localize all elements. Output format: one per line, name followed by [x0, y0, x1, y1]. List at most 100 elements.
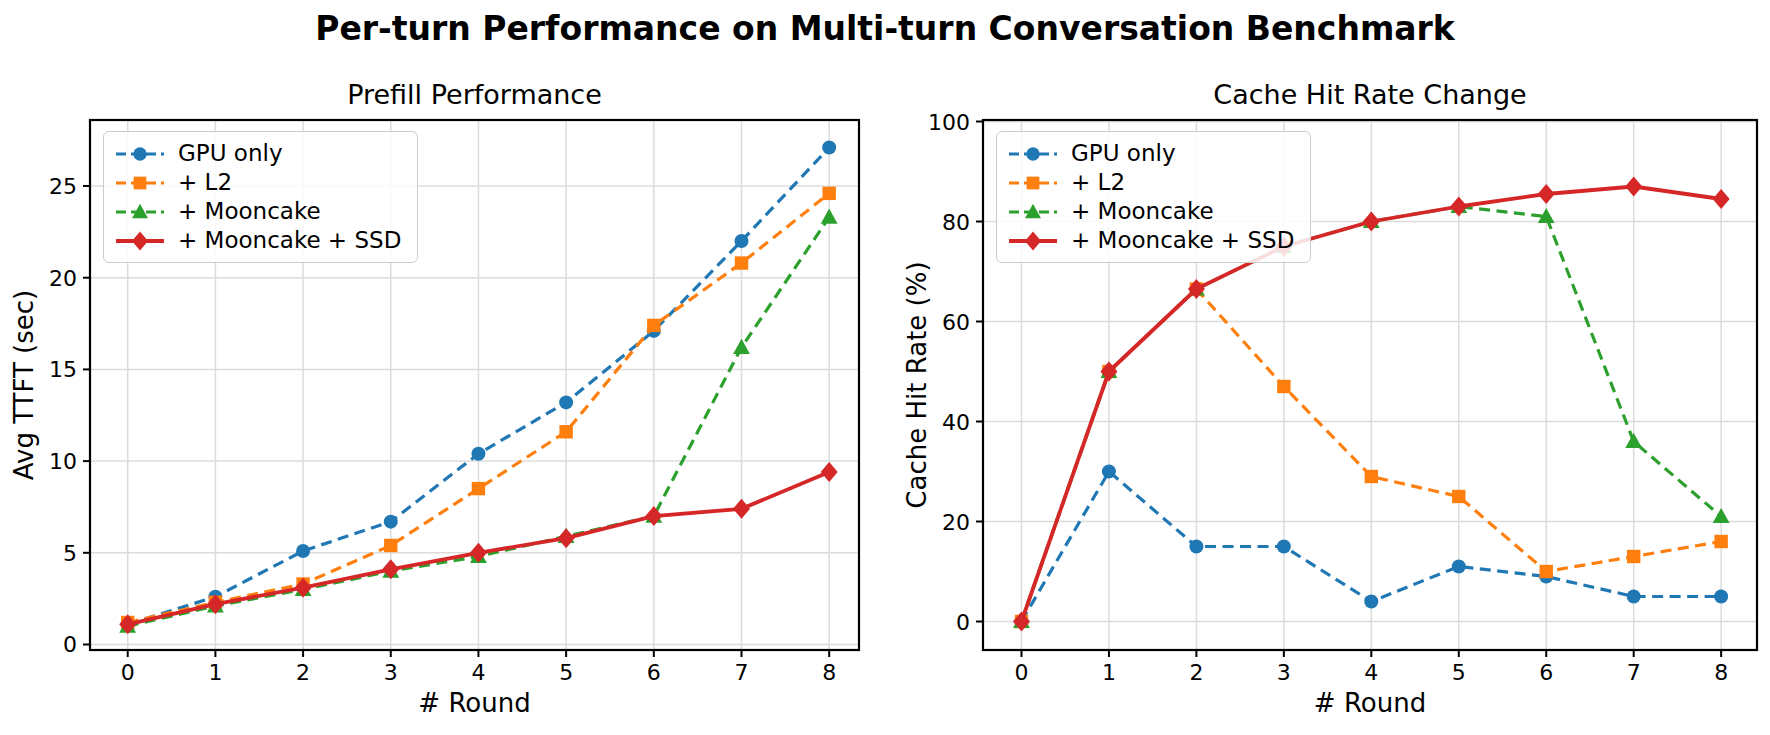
x-tick-label: 8: [1714, 660, 1728, 685]
diamond-marker-icon: [1013, 612, 1030, 632]
circle-marker-icon: [1277, 540, 1291, 554]
legend-item-label: + Mooncake + SSD: [1071, 226, 1294, 255]
legend-item: + L2: [114, 168, 401, 197]
y-tick-label: 25: [49, 174, 77, 199]
diamond-marker-icon: [1713, 189, 1730, 209]
square-marker-icon: [559, 425, 572, 438]
triangle-marker-icon: [1713, 508, 1730, 523]
circle-marker-icon: [1627, 590, 1641, 604]
legend-item-label: + Mooncake: [1071, 197, 1214, 226]
triangle-marker-icon: [1625, 433, 1642, 448]
legend-item-label: + Mooncake + SSD: [178, 226, 401, 255]
legend-item: + Mooncake + SSD: [1007, 226, 1294, 255]
y-axis-label: Avg TTFT (sec): [9, 290, 39, 481]
square-marker-icon: [134, 176, 147, 189]
y-tick-label: 15: [49, 357, 77, 382]
legend-swatch: [1007, 142, 1059, 166]
legend-swatch: [114, 171, 166, 195]
x-tick-label: 1: [208, 660, 222, 685]
circle-marker-icon: [559, 395, 573, 409]
legend-swatch: [1007, 229, 1059, 253]
square-marker-icon: [472, 482, 485, 495]
legend-item-label: GPU only: [1071, 139, 1176, 168]
x-tick-label: 6: [1539, 660, 1553, 685]
diamond-marker-icon: [558, 528, 575, 548]
legend-swatch: [114, 229, 166, 253]
circle-marker-icon: [1714, 590, 1728, 604]
square-marker-icon: [1027, 176, 1040, 189]
x-tick-label: 7: [1627, 660, 1641, 685]
circle-marker-icon: [471, 447, 485, 461]
y-tick-label: 5: [63, 541, 77, 566]
y-tick-label: 0: [956, 610, 970, 635]
legend-item: + Mooncake + SSD: [114, 226, 401, 255]
x-tick-label: 1: [1102, 660, 1116, 685]
diamond-marker-icon: [1450, 197, 1467, 217]
legend-cache-hit: GPU only+ L2+ Mooncake+ Mooncake + SSD: [996, 131, 1311, 263]
legend-swatch: [114, 142, 166, 166]
legend-item: + Mooncake: [1007, 197, 1294, 226]
y-tick-label: 10: [49, 449, 77, 474]
chart-title: Cache Hit Rate Change: [1213, 79, 1526, 110]
x-tick-label: 5: [1452, 660, 1466, 685]
square-marker-icon: [647, 319, 660, 332]
circle-marker-icon: [1452, 560, 1466, 574]
square-marker-icon: [1540, 565, 1553, 578]
circle-marker-icon: [822, 141, 836, 155]
square-marker-icon: [822, 187, 835, 200]
square-marker-icon: [735, 256, 748, 269]
chart-title: Prefill Performance: [347, 79, 602, 110]
legend-item: + L2: [1007, 168, 1294, 197]
legend-item-label: + L2: [178, 168, 232, 197]
square-marker-icon: [1277, 380, 1290, 393]
x-tick-label: 7: [735, 660, 749, 685]
circle-marker-icon: [1189, 540, 1203, 554]
diamond-marker-icon: [645, 506, 662, 526]
legend-prefill: GPU only+ L2+ Mooncake+ Mooncake + SSD: [103, 131, 418, 263]
circle-marker-icon: [296, 544, 310, 558]
x-tick-label: 3: [1277, 660, 1291, 685]
legend-item: + Mooncake: [114, 197, 401, 226]
circle-marker-icon: [384, 515, 398, 529]
circle-marker-icon: [1026, 147, 1039, 160]
x-tick-label: 3: [384, 660, 398, 685]
triangle-marker-icon: [821, 209, 838, 224]
y-tick-label: 20: [49, 266, 77, 291]
legend-item: GPU only: [1007, 139, 1294, 168]
square-marker-icon: [1714, 535, 1727, 548]
x-tick-label: 0: [1014, 660, 1028, 685]
x-tick-label: 6: [647, 660, 661, 685]
x-tick-label: 4: [471, 660, 485, 685]
legend-swatch: [114, 200, 166, 224]
y-tick-label: 20: [942, 510, 970, 535]
figure-title: Per-turn Performance on Multi-turn Conve…: [0, 9, 1770, 48]
legend-item: GPU only: [114, 139, 401, 168]
diamond-marker-icon: [1625, 177, 1642, 197]
diamond-marker-icon: [821, 462, 838, 482]
legend-item-label: GPU only: [178, 139, 283, 168]
y-tick-label: 60: [942, 310, 970, 335]
circle-marker-icon: [735, 234, 749, 248]
legend-swatch: [1007, 171, 1059, 195]
x-tick-label: 0: [121, 660, 135, 685]
legend-item-label: + Mooncake: [178, 197, 321, 226]
y-tick-label: 0: [63, 632, 77, 657]
circle-marker-icon: [1102, 465, 1116, 479]
diamond-marker-icon: [132, 231, 148, 250]
y-tick-label: 80: [942, 210, 970, 235]
x-axis-label: # Round: [1314, 688, 1426, 718]
square-marker-icon: [1365, 470, 1378, 483]
legend-item-label: + L2: [1071, 168, 1125, 197]
circle-marker-icon: [133, 147, 146, 160]
figure-canvas: Per-turn Performance on Multi-turn Conve…: [0, 0, 1770, 735]
x-tick-label: 4: [1364, 660, 1378, 685]
diamond-marker-icon: [1538, 184, 1555, 204]
y-axis-label: Cache Hit Rate (%): [902, 261, 932, 508]
x-tick-label: 8: [822, 660, 836, 685]
x-tick-label: 5: [559, 660, 573, 685]
x-tick-label: 2: [296, 660, 310, 685]
x-tick-label: 2: [1189, 660, 1203, 685]
charts-svg: 0123456780510152025Prefill Performance# …: [0, 0, 1770, 735]
x-axis-label: # Round: [418, 688, 530, 718]
diamond-marker-icon: [1025, 231, 1041, 250]
